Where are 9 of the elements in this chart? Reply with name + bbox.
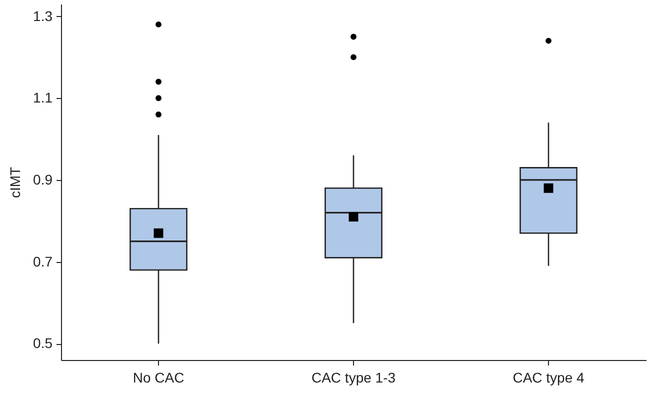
y-tick-label: 0.9 xyxy=(33,171,53,188)
x-tick-label: CAC type 4 xyxy=(512,370,585,386)
y-axis-title: cIMT xyxy=(7,166,24,198)
y-tick-label: 1.1 xyxy=(33,90,53,106)
x-tick-label: CAC type 1-3 xyxy=(311,370,396,386)
y-tick-label: 0.5 xyxy=(33,335,53,352)
y-tick-label: 1.3 xyxy=(33,8,53,24)
y-tick-label: 0.7 xyxy=(33,253,53,270)
x-tick-label: No CAC xyxy=(132,370,184,386)
